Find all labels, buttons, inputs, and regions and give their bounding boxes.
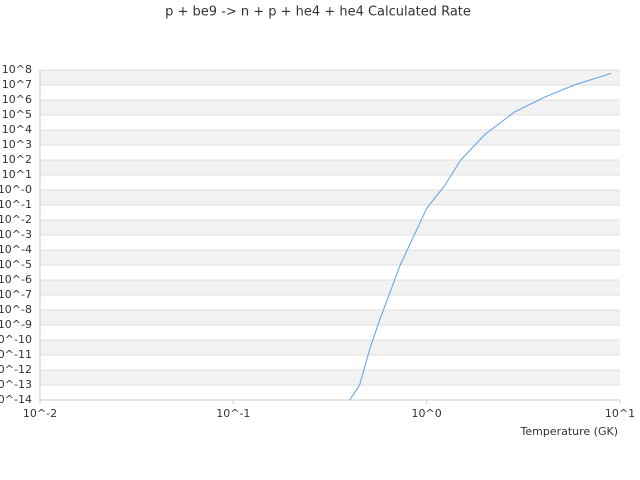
y-tick-label: 10^2 — [2, 153, 32, 166]
grid-band — [40, 100, 620, 115]
grid-band — [40, 190, 620, 205]
y-tick-label: 10^-12 — [0, 363, 32, 376]
data-line — [349, 72, 612, 401]
x-tick-label: 10^0 — [412, 407, 442, 420]
chart-title: p + be9 -> n + p + he4 + he4 Calculated … — [165, 5, 471, 20]
y-tick-label: 10^6 — [2, 93, 32, 106]
grid-band — [40, 340, 620, 355]
x-tick-label: 10^1 — [605, 407, 635, 420]
y-tick-label: 10^-6 — [0, 273, 32, 286]
grid-band — [40, 130, 620, 145]
y-tick-label: 10^-13 — [0, 378, 32, 391]
grid-band — [40, 70, 620, 85]
x-tick-label: 10^-1 — [216, 407, 250, 420]
y-tick-label: 10^-9 — [0, 318, 32, 331]
grid-band — [40, 160, 620, 175]
y-tick-label: 10^-1 — [0, 198, 32, 211]
x-tick-label: 10^-2 — [23, 407, 57, 420]
y-tick-label: 10^7 — [2, 78, 32, 91]
y-tick-label: 10^5 — [2, 108, 32, 121]
x-axis-label: Temperature (GK) — [520, 425, 619, 438]
y-tick-label: 10^-0 — [0, 183, 32, 196]
grid-band — [40, 310, 620, 325]
y-tick-label: 10^-7 — [0, 288, 32, 301]
y-tick-label: 10^-3 — [0, 228, 32, 241]
y-tick-label: 10^4 — [2, 123, 32, 136]
grid-band — [40, 370, 620, 385]
y-tick-label: 10^-4 — [0, 243, 32, 256]
y-tick-label: 10^-8 — [0, 303, 32, 316]
grid-band — [40, 250, 620, 265]
y-tick-label: 10^-10 — [0, 333, 32, 346]
grid-band — [40, 280, 620, 295]
y-tick-label: 10^1 — [2, 168, 32, 181]
y-tick-label: 10^3 — [2, 138, 32, 151]
y-tick-label: 10^-11 — [0, 348, 32, 361]
y-tick-label: 10^-14 — [0, 393, 32, 406]
y-tick-label: 10^-5 — [0, 258, 32, 271]
grid-band — [40, 220, 620, 235]
y-tick-label: 10^-2 — [0, 213, 32, 226]
y-tick-label: 10^8 — [2, 63, 32, 76]
